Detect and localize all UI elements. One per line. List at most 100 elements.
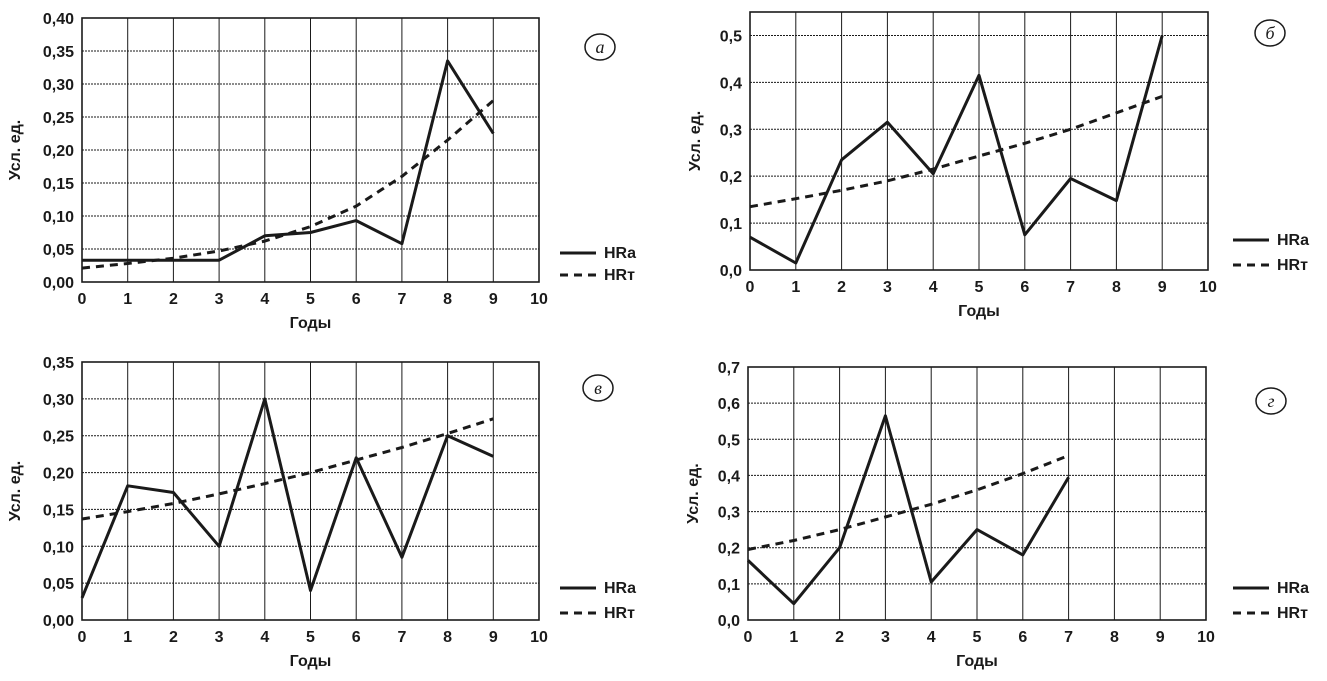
x-tick-label: 5 xyxy=(306,291,315,308)
y-tick-label: 0,30 xyxy=(43,392,74,409)
x-tick-label: 9 xyxy=(1158,279,1167,296)
y-tick-label: 0,6 xyxy=(718,396,740,413)
y-tick-label: 0,5 xyxy=(720,28,742,45)
x-tick-label: 1 xyxy=(123,291,132,308)
x-tick-label: 0 xyxy=(744,629,753,646)
x-tick-label: 4 xyxy=(260,291,269,308)
x-tick-label: 6 xyxy=(352,629,361,646)
y-tick-label: 0,30 xyxy=(43,77,74,94)
legend-label: HRт xyxy=(1277,257,1308,274)
x-tick-label: 2 xyxy=(835,629,844,646)
chart-panel-4: 0 1 2 3 4 5 6 7 8 9 10 0,0 0,1 0,2 0,3 0,4 0,5 0,6 0,7 Годы… xyxy=(685,360,1309,670)
x-tick-label: 1 xyxy=(123,629,132,646)
panel-letter: в xyxy=(594,378,602,398)
panel-letter-circle xyxy=(1255,387,1287,415)
x-tick-label: 7 xyxy=(1064,629,1073,646)
x-tick-label: 7 xyxy=(397,629,406,646)
y-tick-label: 0,5 xyxy=(718,432,740,449)
x-tick-label: 9 xyxy=(489,291,498,308)
y-tick-label: 0,25 xyxy=(43,429,74,446)
y-tick-label: 0,35 xyxy=(43,355,74,372)
y-tick-label: 0,40 xyxy=(43,11,74,28)
x-axis-title: Годы xyxy=(290,653,332,670)
y-tick-label: 0,15 xyxy=(43,502,74,519)
legend-label: HRт xyxy=(1277,605,1308,622)
series-line-hra xyxy=(746,414,1070,606)
chart-panel-1: 0 1 2 3 4 5 6 7 8 9 10 0,00 0,05 0,10 0,15 0,20 0,25 0,30… xyxy=(7,11,636,332)
x-tick-label: 0 xyxy=(78,629,87,646)
x-axis-title: Годы xyxy=(956,653,998,670)
legend-label: HRт xyxy=(604,605,635,622)
x-tick-label: 6 xyxy=(1020,279,1029,296)
y-axis-title: Усл. ед. xyxy=(7,120,24,180)
x-tick-label: 3 xyxy=(215,629,224,646)
x-tick-label: 5 xyxy=(975,279,984,296)
x-tick-label: 8 xyxy=(1110,629,1119,646)
x-tick-label: 7 xyxy=(1066,279,1075,296)
x-tick-label: 4 xyxy=(260,629,269,646)
x-tick-label: 8 xyxy=(1112,279,1121,296)
panel-letter: б xyxy=(1265,23,1275,43)
x-tick-label: 4 xyxy=(929,279,938,296)
x-tick-label: 3 xyxy=(883,279,892,296)
x-tick-label: 10 xyxy=(530,291,548,308)
x-tick-label: 9 xyxy=(489,629,498,646)
legend-label: HRa xyxy=(604,580,636,597)
y-tick-label: 0,10 xyxy=(43,209,74,226)
y-tick-label: 0,00 xyxy=(43,613,74,630)
y-tick-label: 0,2 xyxy=(718,541,740,558)
x-axis-title: Годы xyxy=(290,315,332,332)
series-line-hrt xyxy=(81,99,495,270)
y-tick-label: 0,0 xyxy=(720,263,742,280)
panel-letter: а xyxy=(596,37,605,57)
x-tick-label: 6 xyxy=(1018,629,1027,646)
x-tick-label: 10 xyxy=(1199,279,1217,296)
y-tick-label: 0,3 xyxy=(720,122,742,139)
x-tick-label: 1 xyxy=(791,279,800,296)
x-tick-label: 10 xyxy=(530,629,548,646)
legend-label: HRт xyxy=(604,267,635,284)
y-tick-label: 0,00 xyxy=(43,275,74,292)
panel-letter-circle xyxy=(584,33,616,61)
x-tick-label: 8 xyxy=(443,629,452,646)
x-tick-label: 7 xyxy=(397,291,406,308)
legend-label: HRa xyxy=(604,245,636,262)
y-tick-label: 0,15 xyxy=(43,176,74,193)
y-tick-label: 0,10 xyxy=(43,539,74,556)
y-tick-label: 0,7 xyxy=(718,360,740,377)
x-tick-label: 9 xyxy=(1156,629,1165,646)
series-line-hra xyxy=(82,59,495,262)
x-axis-title: Годы xyxy=(958,303,1000,320)
x-tick-label: 1 xyxy=(789,629,798,646)
x-tick-label: 5 xyxy=(973,629,982,646)
y-tick-label: 0,3 xyxy=(718,505,740,522)
x-tick-label: 2 xyxy=(169,629,178,646)
y-tick-label: 0,20 xyxy=(43,143,74,160)
x-tick-label: 6 xyxy=(352,291,361,308)
x-tick-label: 3 xyxy=(881,629,890,646)
y-tick-label: 0,1 xyxy=(720,216,742,233)
y-tick-label: 0,35 xyxy=(43,44,74,61)
x-tick-label: 2 xyxy=(169,291,178,308)
y-axis-title: Усл. ед. xyxy=(7,461,24,521)
x-tick-label: 10 xyxy=(1197,629,1215,646)
y-tick-label: 0,4 xyxy=(720,75,742,92)
y-tick-label: 0,2 xyxy=(720,169,742,186)
series-line-hrt xyxy=(749,94,1163,209)
panel-letter: г xyxy=(1267,391,1274,411)
y-tick-label: 0,05 xyxy=(43,576,74,593)
x-tick-label: 5 xyxy=(306,629,315,646)
x-tick-label: 4 xyxy=(927,629,936,646)
y-axis-title: Усл. ед. xyxy=(685,463,702,523)
chart-panel-2: 0 1 2 3 4 5 6 7 8 9 10 0,0 0,1 0,2 0,3 0,4 0,5 Годы Усл. е… xyxy=(687,11,1309,320)
chart-panel-3: 0 1 2 3 4 5 6 7 8 9 10 0,00 0,05 0,10 0,15 0,20 0,25 0,30… xyxy=(7,355,636,670)
y-tick-label: 0,20 xyxy=(43,466,74,483)
series-line-hrt xyxy=(81,417,494,521)
y-tick-label: 0,1 xyxy=(718,577,740,594)
series-line-hra xyxy=(80,397,494,599)
legend-label: HRa xyxy=(1277,232,1309,249)
legend-label: HRa xyxy=(1277,580,1309,597)
series-line-hra xyxy=(749,35,1164,265)
panel-letter-circle xyxy=(1254,19,1286,47)
y-tick-label: 0,0 xyxy=(718,613,740,630)
